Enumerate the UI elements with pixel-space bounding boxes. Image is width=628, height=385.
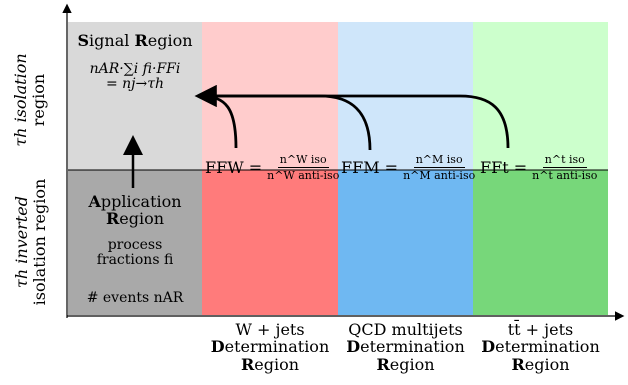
ttbar-determination-label: tt̄ + jets Determination Region [481, 320, 600, 374]
signal-formula: nAR·∑i fi·FFi = nj→τh [89, 61, 181, 93]
ff-t-arrow [200, 94, 510, 149]
y-label-inverted: τh inverted isolation region [12, 178, 49, 306]
y-label-isolation: τh isolation region [11, 53, 48, 147]
process-fractions: process fractions fi [96, 237, 174, 269]
application-region-box [68, 170, 202, 315]
application-region-title: Application Region [88, 192, 182, 229]
ff-w-arrow [194, 84, 238, 149]
qcd-inverted-box [338, 170, 473, 315]
ff-m-formula: FFM = n^M iso n^M anti-iso [341, 153, 476, 182]
ttbar-inverted-box [473, 170, 608, 315]
ttbar-isolation-box [473, 22, 608, 170]
ff-t-formula: FFt = n^t iso n^t anti-iso [480, 153, 598, 182]
signal-region-title: Signal Region [77, 31, 193, 50]
w-jets-determination-label: W + jets Determination Region [210, 320, 330, 374]
w-jets-inverted-box [202, 170, 338, 315]
events-count: # events nAR [86, 290, 184, 306]
ff-w-formula: FFW = n^W iso n^W anti-iso [205, 153, 340, 182]
qcd-determination-label: QCD multijets Determination Region [346, 320, 465, 374]
